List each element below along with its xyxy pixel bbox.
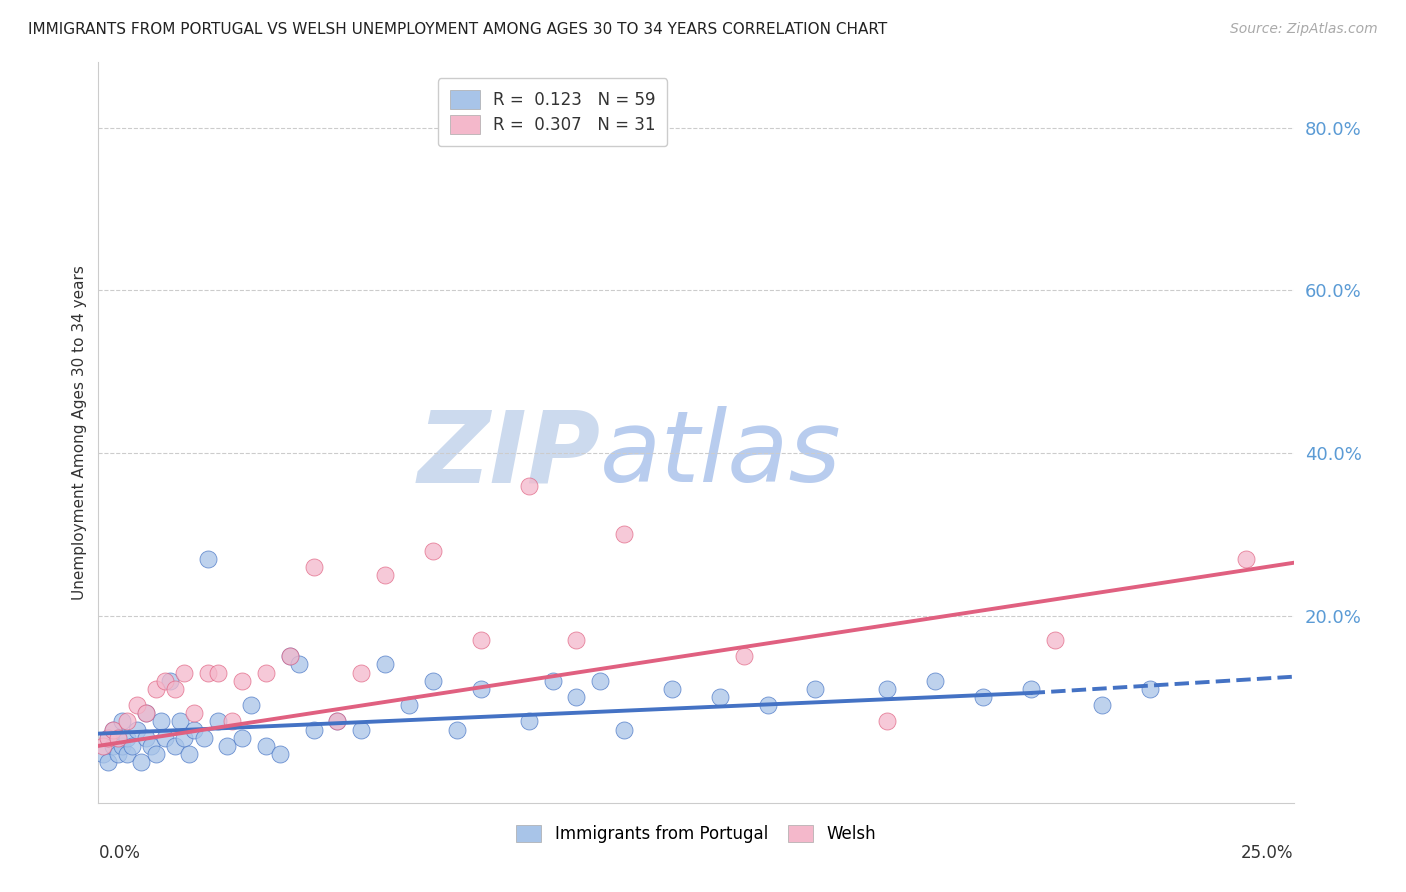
Point [231, 731, 253, 745]
Point [197, 665, 219, 680]
Point [131, 755, 153, 769]
Point [207, 714, 229, 729]
Point [613, 527, 636, 541]
Point [91, 739, 114, 753]
Point [374, 568, 396, 582]
Point [254, 665, 277, 680]
Point [101, 723, 124, 737]
Point [374, 657, 396, 672]
Point [804, 681, 827, 696]
Point [221, 714, 243, 729]
Point [446, 723, 468, 737]
Point [756, 698, 779, 713]
Point [302, 723, 325, 737]
Point [278, 649, 301, 664]
Point [179, 747, 201, 761]
Point [876, 714, 898, 729]
Point [326, 714, 349, 729]
Point [101, 739, 124, 753]
Text: atlas: atlas [600, 407, 842, 503]
Point [135, 706, 157, 721]
Point [183, 723, 205, 737]
Point [709, 690, 731, 704]
Point [517, 714, 540, 729]
Point [565, 690, 588, 704]
Point [350, 665, 373, 680]
Point [541, 673, 564, 688]
Point [254, 739, 277, 753]
Point [121, 739, 143, 753]
Point [173, 731, 195, 745]
Point [302, 559, 325, 574]
Point [470, 633, 492, 648]
Point [972, 690, 994, 704]
Point [145, 681, 167, 696]
Point [155, 673, 177, 688]
Point [470, 681, 492, 696]
Point [326, 714, 349, 729]
Point [139, 739, 162, 753]
Point [924, 673, 946, 688]
Point [115, 747, 138, 761]
Point [115, 731, 138, 745]
Point [155, 731, 177, 745]
Point [107, 747, 129, 761]
Point [97, 731, 120, 745]
Point [1043, 633, 1066, 648]
Point [107, 731, 129, 745]
Point [197, 551, 219, 566]
Point [135, 731, 157, 745]
Point [269, 747, 291, 761]
Point [97, 731, 120, 745]
Point [240, 698, 263, 713]
Point [135, 706, 157, 721]
Point [422, 543, 444, 558]
Point [278, 649, 301, 664]
Point [1234, 551, 1257, 566]
Point [193, 731, 215, 745]
Point [91, 747, 114, 761]
Point [111, 739, 134, 753]
Point [217, 739, 239, 753]
Point [350, 723, 373, 737]
Point [107, 731, 129, 745]
Point [149, 714, 172, 729]
Text: ZIP: ZIP [418, 407, 600, 503]
Point [173, 665, 195, 680]
Point [517, 478, 540, 492]
Y-axis label: Unemployment Among Ages 30 to 34 years: Unemployment Among Ages 30 to 34 years [72, 265, 87, 600]
Point [733, 649, 755, 664]
Point [1019, 681, 1042, 696]
Point [169, 714, 191, 729]
Point [145, 747, 167, 761]
Point [398, 698, 420, 713]
Point [565, 633, 588, 648]
Point [101, 723, 124, 737]
Point [159, 673, 181, 688]
Point [183, 706, 205, 721]
Text: IMMIGRANTS FROM PORTUGAL VS WELSH UNEMPLOYMENT AMONG AGES 30 TO 34 YEARS CORRELA: IMMIGRANTS FROM PORTUGAL VS WELSH UNEMPL… [28, 22, 887, 37]
Point [288, 657, 311, 672]
Point [589, 673, 612, 688]
Point [163, 739, 186, 753]
Point [207, 665, 229, 680]
Point [125, 723, 148, 737]
Text: 25.0%: 25.0% [1241, 844, 1294, 862]
Text: 0.0%: 0.0% [98, 844, 141, 862]
Point [661, 681, 683, 696]
Point [422, 673, 444, 688]
Point [231, 673, 253, 688]
Point [115, 714, 138, 729]
Point [1091, 698, 1114, 713]
Point [876, 681, 898, 696]
Point [163, 681, 186, 696]
Point [1139, 681, 1161, 696]
Text: Source: ZipAtlas.com: Source: ZipAtlas.com [1230, 22, 1378, 37]
Point [613, 723, 636, 737]
Point [125, 698, 148, 713]
Legend: Immigrants from Portugal, Welsh: Immigrants from Portugal, Welsh [509, 819, 883, 850]
Point [97, 755, 120, 769]
Point [111, 714, 134, 729]
